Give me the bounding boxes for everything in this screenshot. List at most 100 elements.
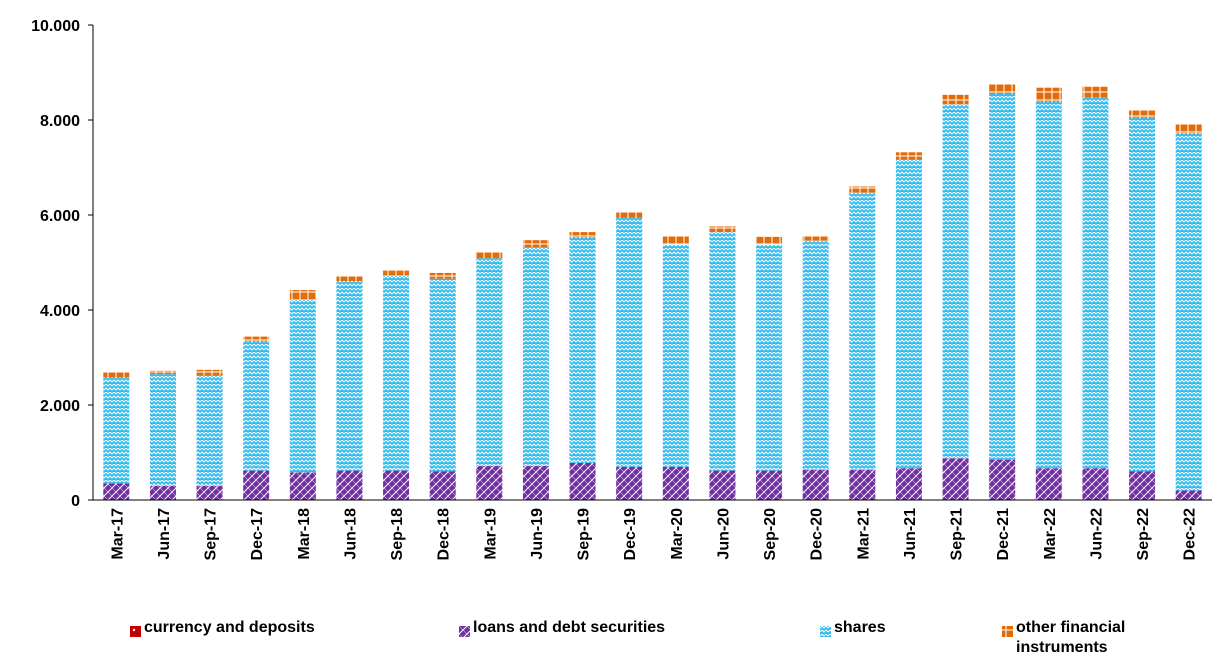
- legend-swatch-other-financial-instruments: [1002, 623, 1013, 637]
- y-tick-label: 0: [71, 493, 80, 510]
- bar-segment-loans-and-debt-securities-dec-19: [616, 466, 643, 500]
- bar-segment-other-financial-instruments-jun-18: [336, 276, 363, 282]
- bar-segment-other-financial-instruments-dec-18: [429, 272, 456, 279]
- bar-segment-shares-sep-19: [569, 237, 596, 463]
- bar-segment-other-financial-instruments-mar-21: [849, 186, 876, 193]
- x-tick-label: Mar-20: [669, 508, 686, 560]
- legend-item-shares: shares: [820, 618, 886, 638]
- bar-segment-loans-and-debt-securities-mar-17: [103, 483, 130, 500]
- bar-segment-loans-and-debt-securities-mar-20: [662, 466, 689, 500]
- bar-segment-other-financial-instruments-jun-17: [149, 370, 176, 375]
- bar-segment-shares-jun-20: [709, 232, 736, 471]
- bar-segment-other-financial-instruments-jun-20: [709, 226, 736, 233]
- legend: currency and deposits loans and debt sec…: [0, 618, 1212, 659]
- bar-segment-shares-jun-17: [149, 374, 176, 486]
- legend-label-shares: shares: [834, 619, 886, 636]
- bar-segment-shares-dec-20: [802, 240, 829, 470]
- y-tick-label: 4.000: [40, 303, 80, 320]
- x-tick-label: Dec-21: [995, 508, 1012, 561]
- bar-segment-shares-dec-17: [243, 341, 270, 471]
- bar-segment-other-financial-instruments-mar-20: [662, 235, 689, 245]
- x-tick-label: Mar-21: [855, 508, 872, 560]
- bar-segment-loans-and-debt-securities-sep-21: [942, 458, 969, 500]
- bar-segment-shares-mar-22: [1035, 101, 1062, 469]
- bar-segment-loans-and-debt-securities-jun-19: [522, 465, 549, 500]
- x-tick-label: Jun-18: [342, 508, 359, 560]
- bar-segment-shares-sep-18: [383, 275, 410, 471]
- bars: [103, 84, 1202, 500]
- bar-segment-shares-sep-20: [756, 244, 783, 471]
- bar-segment-loans-and-debt-securities-dec-18: [429, 471, 456, 500]
- x-tick-label: Dec-20: [809, 508, 826, 561]
- bar-segment-loans-and-debt-securities-dec-22: [1175, 490, 1202, 500]
- bar-segment-loans-and-debt-securities-sep-20: [756, 470, 783, 500]
- x-tick-label: Sep-17: [203, 508, 220, 561]
- bar-segment-other-financial-instruments-sep-20: [756, 236, 783, 245]
- y-tick-label: 10.000: [31, 18, 80, 35]
- x-tick-label: Sep-18: [389, 508, 406, 561]
- bar-segment-shares-dec-21: [989, 93, 1016, 460]
- legend-swatch-shares: [820, 623, 831, 637]
- bar-segment-other-financial-instruments-dec-22: [1175, 124, 1202, 134]
- bar-segment-other-financial-instruments-mar-17: [103, 371, 130, 378]
- bar-segment-other-financial-instruments-jun-19: [522, 240, 549, 248]
- bar-segment-loans-and-debt-securities-dec-17: [243, 470, 270, 500]
- x-tick-label: Dec-22: [1182, 508, 1199, 561]
- bar-segment-loans-and-debt-securities-jun-17: [149, 485, 176, 500]
- bar-segment-loans-and-debt-securities-dec-21: [989, 459, 1016, 500]
- legend-item-currency-and-deposits: currency and deposits: [130, 618, 315, 638]
- bar-segment-shares-mar-18: [289, 300, 316, 473]
- legend-label-loans-and-debt-securities: loans and debt securities: [473, 619, 666, 636]
- bar-segment-other-financial-instruments-mar-18: [289, 290, 316, 301]
- x-tick-label: Jun-22: [1088, 508, 1105, 560]
- y-tick-label: 2.000: [40, 398, 80, 415]
- x-tick-label: Jun-20: [715, 508, 732, 560]
- bar-segment-shares-jun-22: [1082, 97, 1109, 469]
- bar-segment-shares-mar-19: [476, 258, 503, 466]
- bar-segment-loans-and-debt-securities-sep-19: [569, 462, 596, 500]
- x-tick-label: Jun-19: [529, 508, 546, 560]
- bar-segment-loans-and-debt-securities-mar-21: [849, 469, 876, 500]
- bar-segment-shares-sep-17: [196, 375, 223, 486]
- x-tick-label: Jun-17: [156, 508, 173, 560]
- legend-swatch-currency-and-deposits: [130, 623, 141, 637]
- bar-segment-loans-and-debt-securities-jun-18: [336, 470, 363, 500]
- bar-segment-other-financial-instruments-dec-17: [243, 336, 270, 342]
- y-tick-label: 6.000: [40, 208, 80, 225]
- y-axis: 0 2.000 4.000 6.000 8.000 10.000: [31, 18, 94, 510]
- bar-segment-shares-mar-21: [849, 192, 876, 470]
- x-tick-label: Dec-19: [622, 508, 639, 561]
- bar-segment-shares-jun-19: [522, 247, 549, 466]
- bar-segment-loans-and-debt-securities-sep-17: [196, 485, 223, 500]
- x-tick-label: Sep-19: [576, 508, 593, 561]
- bar-segment-other-financial-instruments-dec-20: [802, 236, 829, 241]
- bar-segment-other-financial-instruments-sep-21: [942, 94, 969, 105]
- x-axis: Mar-17 Jun-17 Sep-17 Dec-17 Mar-18 Jun-18 Sep-…: [93, 499, 1212, 561]
- bar-segment-other-financial-instruments-mar-19: [476, 252, 503, 259]
- bar-segment-loans-and-debt-securities-mar-22: [1035, 468, 1062, 500]
- bar-segment-shares-jun-18: [336, 281, 363, 471]
- x-tick-label: Dec-17: [249, 508, 266, 561]
- bar-segment-shares-sep-21: [942, 104, 969, 459]
- legend-item-loans-and-debt-securities: loans and debt securities: [459, 618, 665, 638]
- bar-segment-shares-dec-19: [616, 217, 643, 467]
- x-tick-label: Sep-21: [949, 508, 966, 561]
- bar-segment-loans-and-debt-securities-dec-20: [802, 469, 829, 500]
- legend-label-other-financial-instruments: other financial instruments: [1016, 619, 1126, 656]
- bar-segment-shares-dec-18: [429, 278, 456, 472]
- x-tick-label: Sep-20: [762, 508, 779, 561]
- bar-segment-loans-and-debt-securities-jun-22: [1082, 468, 1109, 500]
- x-tick-label: Mar-22: [1042, 508, 1059, 560]
- bar-segment-other-financial-instruments-dec-19: [616, 211, 643, 218]
- bar-segment-shares-mar-20: [662, 244, 689, 467]
- bar-segment-shares-mar-17: [103, 377, 130, 484]
- bar-segment-shares-jun-21: [895, 159, 922, 469]
- x-tick-label: Mar-17: [109, 508, 126, 560]
- bar-segment-loans-and-debt-securities-jun-20: [709, 470, 736, 500]
- x-tick-label: Mar-18: [296, 508, 313, 560]
- bar-segment-loans-and-debt-securities-jun-21: [895, 468, 922, 500]
- bar-segment-loans-and-debt-securities-sep-18: [383, 470, 410, 500]
- bar-segment-loans-and-debt-securities-mar-19: [476, 465, 503, 500]
